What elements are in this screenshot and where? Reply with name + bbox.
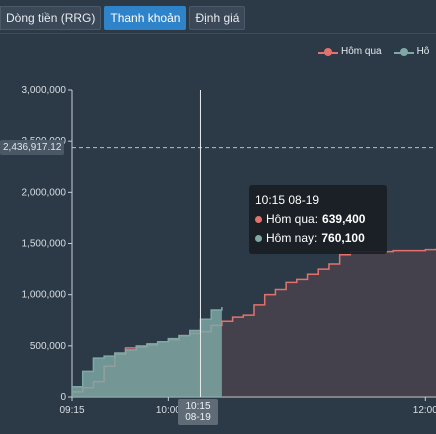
legend-label-hom-nay: Hô xyxy=(416,46,430,57)
x-tick-label: 09:15 xyxy=(59,405,84,416)
tooltip-dot-hom-nay xyxy=(255,235,262,242)
chart-legend: Hôm qua Hô xyxy=(318,46,429,57)
series-area-hom-nay xyxy=(72,306,222,397)
y-tick-label: 3,000,000 xyxy=(22,85,67,96)
tooltip-name-hom-qua: Hôm qua xyxy=(266,210,318,229)
x-tick-label: 12:00 xyxy=(413,405,436,416)
legend-item-hom-qua[interactable]: Hôm qua xyxy=(318,46,382,57)
y-tick-label: 2,000,000 xyxy=(22,187,67,198)
tooltip-value-hom-qua: 639,400 xyxy=(322,212,366,226)
y-tick-label: 0 xyxy=(60,392,66,403)
tab-dong-tien[interactable]: Dòng tiền (RRG) xyxy=(0,6,102,30)
tooltip-row-hom-qua: Hôm qua 639,400 xyxy=(255,210,381,229)
legend-symbol-hom-qua xyxy=(318,47,338,57)
legend-symbol-hom-nay xyxy=(393,47,414,57)
tooltip-dot-hom-qua xyxy=(255,216,262,223)
y-tick-label: 500,000 xyxy=(30,341,67,352)
tab-bar: Dòng tiền (RRG) Thanh khoản Định giá xyxy=(0,6,246,30)
tooltip-row-hom-nay: Hôm nay 760,100 xyxy=(255,229,381,248)
plot-line-label: 2,436,917.12 xyxy=(0,140,65,155)
y-tick-label: 1,000,000 xyxy=(22,290,67,301)
tab-dinh-gia[interactable]: Định giá xyxy=(189,6,246,30)
tab-thanh-khoan[interactable]: Thanh khoản xyxy=(104,6,187,30)
crosshair-time-label: 10:15 08-19 xyxy=(178,399,218,425)
legend-label-hom-qua: Hôm qua xyxy=(341,46,382,57)
y-tick-label: 1,500,000 xyxy=(22,239,67,250)
tooltip-value-hom-nay: 760,100 xyxy=(321,231,365,245)
tooltip-title: 10:15 08-19 xyxy=(255,193,320,207)
x-tick-label: 10:00 xyxy=(156,405,181,416)
legend-item-hom-nay[interactable]: Hô xyxy=(393,46,430,57)
crosshair-date: 08-19 xyxy=(185,412,211,423)
chart-tooltip: 10:15 08-19 Hôm qua 639,400 Hôm nay 760,… xyxy=(249,185,387,254)
tooltip-name-hom-nay: Hôm nay xyxy=(266,229,317,248)
tab-divider xyxy=(0,33,436,34)
crosshair-time: 10:15 xyxy=(185,401,211,412)
